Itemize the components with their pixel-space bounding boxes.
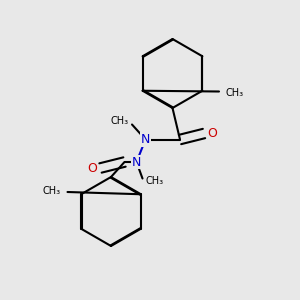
Text: CH₃: CH₃: [146, 176, 164, 187]
Text: CH₃: CH₃: [226, 88, 244, 98]
Text: O: O: [87, 161, 97, 175]
Text: CH₃: CH₃: [111, 116, 129, 127]
Text: N: N: [141, 133, 150, 146]
Text: N: N: [132, 155, 141, 169]
Text: O: O: [208, 127, 218, 140]
Text: CH₃: CH₃: [43, 185, 61, 196]
